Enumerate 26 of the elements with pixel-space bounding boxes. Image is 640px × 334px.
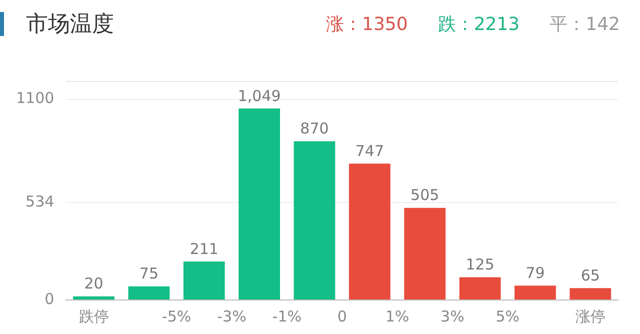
x-tick-label: 5% bbox=[496, 307, 520, 326]
data-label: 125 bbox=[466, 256, 494, 274]
x-tick-label: 1% bbox=[385, 307, 410, 326]
text: 平：142 bbox=[550, 13, 620, 36]
x-tick-label: -3% bbox=[217, 307, 246, 326]
x-tick-label: 0 bbox=[337, 307, 347, 326]
data-label: 1,049 bbox=[238, 86, 281, 105]
data-label: 79 bbox=[526, 264, 545, 282]
data-label: 75 bbox=[139, 264, 158, 283]
x-tick-label: 涨停 bbox=[575, 307, 606, 326]
data-label: 20 bbox=[84, 274, 104, 293]
chart-title: 市场温度 bbox=[26, 11, 114, 39]
x-tick-label: -5% bbox=[162, 307, 192, 326]
text: 涨：1350 bbox=[326, 13, 408, 36]
data-label: 505 bbox=[410, 186, 440, 204]
y-tick-label: 534 bbox=[26, 192, 54, 210]
x-tick-label: 跌停 bbox=[78, 307, 109, 326]
data-label: 870 bbox=[300, 120, 329, 138]
data-label: 65 bbox=[580, 266, 600, 285]
y-tick-label: 0 bbox=[44, 290, 54, 308]
data-label: 211 bbox=[190, 240, 218, 258]
x-tick-label: -1% bbox=[272, 307, 302, 326]
x-tick-label: 3% bbox=[440, 307, 464, 326]
text: 跌：2213 bbox=[438, 13, 520, 36]
y-tick-label: 1100 bbox=[16, 89, 54, 108]
data-label: 747 bbox=[355, 142, 384, 160]
